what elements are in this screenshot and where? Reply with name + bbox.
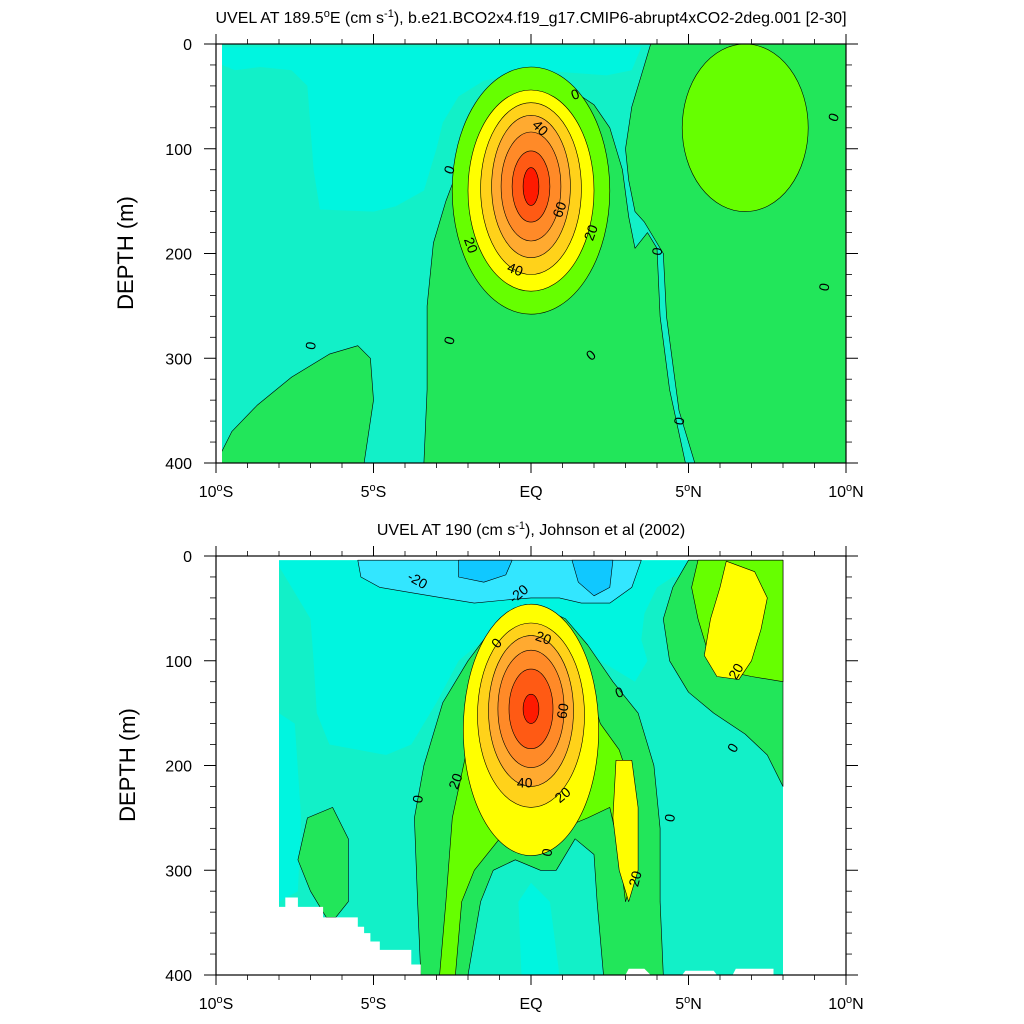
y-tick-label: 400 bbox=[165, 968, 192, 985]
observed-contour-fill bbox=[216, 556, 846, 975]
model-left-gap bbox=[216, 44, 222, 463]
x-tick-label: 5oS bbox=[361, 482, 387, 501]
y-tick-label: 200 bbox=[165, 759, 192, 776]
missing-data-southeast bbox=[625, 968, 651, 975]
contour-label: 0 bbox=[409, 794, 426, 805]
negative-band bbox=[357, 559, 642, 604]
missing-data-southwest bbox=[279, 897, 421, 975]
missing-data-southeast-2 bbox=[682, 970, 717, 975]
positive-column-east bbox=[612, 759, 639, 903]
x-tick-label: 5oN bbox=[675, 994, 702, 1013]
y-tick-label: 0 bbox=[183, 37, 192, 54]
y-tick-label: 100 bbox=[165, 142, 192, 159]
x-tick-label: 10oS bbox=[199, 482, 234, 501]
contour-label: 0 bbox=[302, 340, 319, 351]
model-panel: UVEL AT 189.5oE (cm s-1), b.e21.BCO2x4.f… bbox=[113, 8, 864, 501]
negative-region-upper bbox=[279, 560, 783, 755]
jet-contour-band bbox=[522, 167, 540, 206]
negative-region-southwest-corner bbox=[279, 713, 302, 902]
positive-core-north bbox=[703, 560, 768, 680]
contour-label: 0 bbox=[538, 847, 555, 858]
contour-label: 20 bbox=[581, 222, 601, 242]
contour-label: 20 bbox=[534, 628, 554, 648]
contour-label: 0 bbox=[648, 246, 665, 257]
x-tick-label: 10oS bbox=[199, 994, 234, 1013]
model-contour-fill bbox=[216, 44, 846, 463]
contour-label: 20 bbox=[625, 869, 645, 888]
positive-region-southwest bbox=[216, 345, 374, 463]
observed-missing-data-mask bbox=[279, 897, 774, 975]
observed-panel-title: UVEL AT 190 (cm s-1), Johnson et al (200… bbox=[377, 520, 685, 539]
contour-label: 60 bbox=[549, 199, 569, 219]
negative-core-left bbox=[458, 559, 513, 583]
y-tick-label: 100 bbox=[165, 654, 192, 671]
contour-label: 0 bbox=[661, 812, 678, 823]
x-tick-label: 10oN bbox=[828, 482, 863, 501]
negative-core-right bbox=[571, 559, 614, 597]
x-tick-label: 5oN bbox=[675, 482, 702, 501]
negative-pocket-upper bbox=[216, 47, 642, 212]
contour-label: 60 bbox=[553, 702, 571, 720]
contour-label: 40 bbox=[517, 774, 533, 790]
model-y-axis-label: DEPTH (m) bbox=[113, 196, 138, 310]
contour-label: 20 bbox=[461, 235, 481, 255]
missing-data-southeast-3 bbox=[732, 968, 774, 975]
contour-label: 0 bbox=[670, 416, 687, 427]
y-tick-label: 200 bbox=[165, 247, 192, 264]
x-tick-label: 10oN bbox=[828, 994, 863, 1013]
x-tick-label: EQ bbox=[519, 996, 542, 1013]
y-tick-label: 300 bbox=[165, 863, 192, 880]
y-tick-label: 0 bbox=[183, 549, 192, 566]
x-tick-label: EQ bbox=[519, 484, 542, 501]
contour-label: 0 bbox=[815, 282, 832, 293]
negative-region-deep bbox=[518, 882, 560, 975]
y-tick-label: 400 bbox=[165, 456, 192, 473]
positive-cell-north bbox=[681, 44, 809, 212]
jet-contour-band bbox=[522, 693, 540, 724]
contour-label: 0 bbox=[440, 334, 458, 346]
contour-label: 20 bbox=[725, 660, 747, 682]
contour-label: 40 bbox=[505, 259, 525, 279]
observed-panel: UVEL AT 190 (cm s-1), Johnson et al (200… bbox=[115, 520, 864, 1013]
x-tick-label: 5oS bbox=[361, 994, 387, 1013]
model-panel-title: UVEL AT 189.5oE (cm s-1), b.e21.BCO2x4.f… bbox=[215, 8, 846, 27]
y-tick-label: 300 bbox=[165, 351, 192, 368]
observed-y-axis-label: DEPTH (m) bbox=[115, 708, 140, 822]
contour-label: 20 bbox=[445, 771, 465, 791]
